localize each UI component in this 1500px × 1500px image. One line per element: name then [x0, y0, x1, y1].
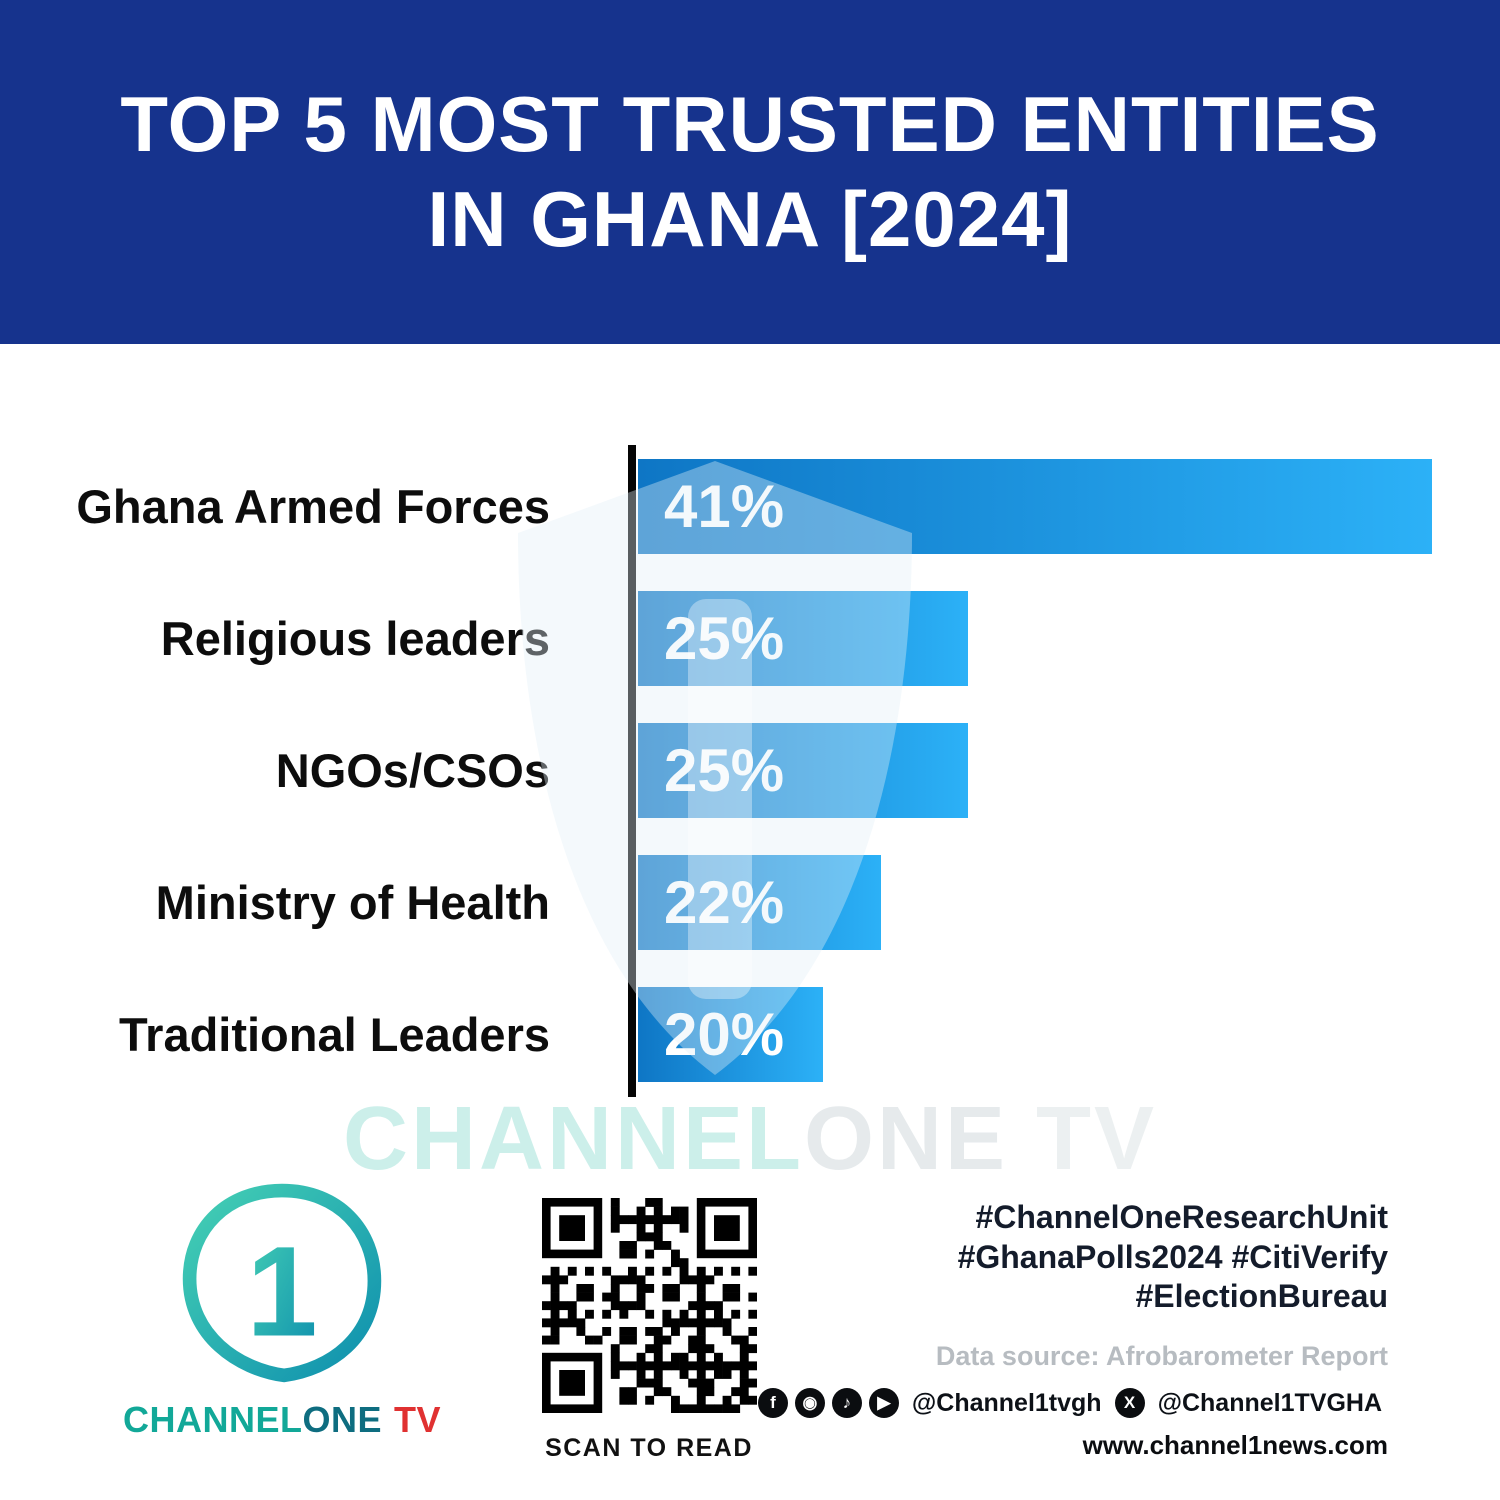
- bar: 41%: [638, 459, 1432, 554]
- bar: 25%: [638, 591, 968, 686]
- social-row: f ◉ ♪ ▶ @Channel1tvgh X @Channel1TVGHA: [757, 1388, 1388, 1419]
- brand-tv: TV: [394, 1399, 442, 1440]
- brand-watermark-tv: TV: [1008, 1089, 1158, 1189]
- bar-row: Traditional Leaders 20%: [0, 987, 1500, 1082]
- website-url: www.channel1news.com: [1082, 1430, 1388, 1461]
- bar-label: Traditional Leaders: [119, 1008, 550, 1061]
- svg-text:1: 1: [246, 1221, 317, 1364]
- youtube-icon: ▶: [868, 1388, 899, 1419]
- brand-wordmark: CHANNELONE TV: [112, 1399, 452, 1441]
- channel-one-logo-icon: 1: [182, 1183, 382, 1383]
- bar: 25%: [638, 723, 968, 818]
- bar-chart: Ghana Armed Forces 41% Religious leaders 25…: [0, 445, 1500, 1097]
- brand-one: ONE: [302, 1399, 382, 1440]
- brand-channel: CHANNEL: [122, 1399, 303, 1440]
- qr-block: SCAN TO READ: [538, 1198, 760, 1463]
- bar-value: 25%: [664, 605, 785, 672]
- brand-watermark: CHANNELONE TV: [0, 1088, 1500, 1191]
- channel-one-logo: 1 CHANNELONE TV: [112, 1178, 452, 1441]
- bar-value: 20%: [664, 1001, 785, 1068]
- footer-info: #ChannelOneResearchUnit #GhanaPolls2024 …: [757, 1198, 1388, 1461]
- bar-row: Ministry of Health 22%: [0, 855, 1500, 950]
- social-handle-2: @Channel1TVGHA: [1157, 1388, 1382, 1417]
- social-handle-1: @Channel1tvgh: [911, 1388, 1102, 1417]
- brand-watermark-channel: CHANNEL: [342, 1089, 804, 1189]
- bar-value: 41%: [664, 473, 785, 540]
- brand-watermark-one: ONE: [803, 1089, 1008, 1189]
- bar-rows: Ghana Armed Forces 41% Religious leaders 25…: [0, 459, 1500, 1082]
- x-icon: X: [1114, 1388, 1145, 1419]
- bar-label: Ministry of Health: [155, 876, 550, 929]
- bar: 20%: [638, 987, 823, 1082]
- bar-value: 22%: [664, 869, 785, 936]
- bar-row: Religious leaders 25%: [0, 591, 1500, 686]
- bar-label: Ghana Armed Forces: [76, 480, 550, 533]
- hashtags: #ChannelOneResearchUnit #GhanaPolls2024 …: [808, 1198, 1388, 1317]
- bar-row: NGOs/CSOs 25%: [0, 723, 1500, 818]
- tiktok-icon: ♪: [831, 1388, 862, 1419]
- hashtag-line: #GhanaPolls2024 #CitiVerify: [957, 1238, 1388, 1275]
- facebook-icon: f: [757, 1388, 788, 1419]
- bar-label: NGOs/CSOs: [275, 744, 550, 797]
- header-banner: TOP 5 MOST TRUSTED ENTITIES IN GHANA [20…: [0, 0, 1500, 344]
- page-title-line1: TOP 5 MOST TRUSTED ENTITIES: [120, 79, 1380, 168]
- instagram-icon: ◉: [794, 1388, 825, 1419]
- bar: 22%: [638, 855, 881, 950]
- page-title-line2: IN GHANA [2024]: [427, 175, 1073, 263]
- hashtag-line: #ChannelOneResearchUnit: [975, 1199, 1388, 1235]
- hashtag-line: #ElectionBureau: [1135, 1278, 1388, 1315]
- bar-label: Religious leaders: [160, 612, 550, 665]
- qr-code: [538, 1198, 760, 1418]
- page-title: TOP 5 MOST TRUSTED ENTITIES IN GHANA [20…: [120, 77, 1379, 267]
- qr-caption: SCAN TO READ: [545, 1434, 753, 1462]
- bar-row: Ghana Armed Forces 41%: [0, 459, 1500, 554]
- y-axis-line: [628, 445, 636, 1097]
- bar-value: 25%: [664, 737, 785, 804]
- data-source: Data source: Afrobarometer Report: [935, 1341, 1388, 1372]
